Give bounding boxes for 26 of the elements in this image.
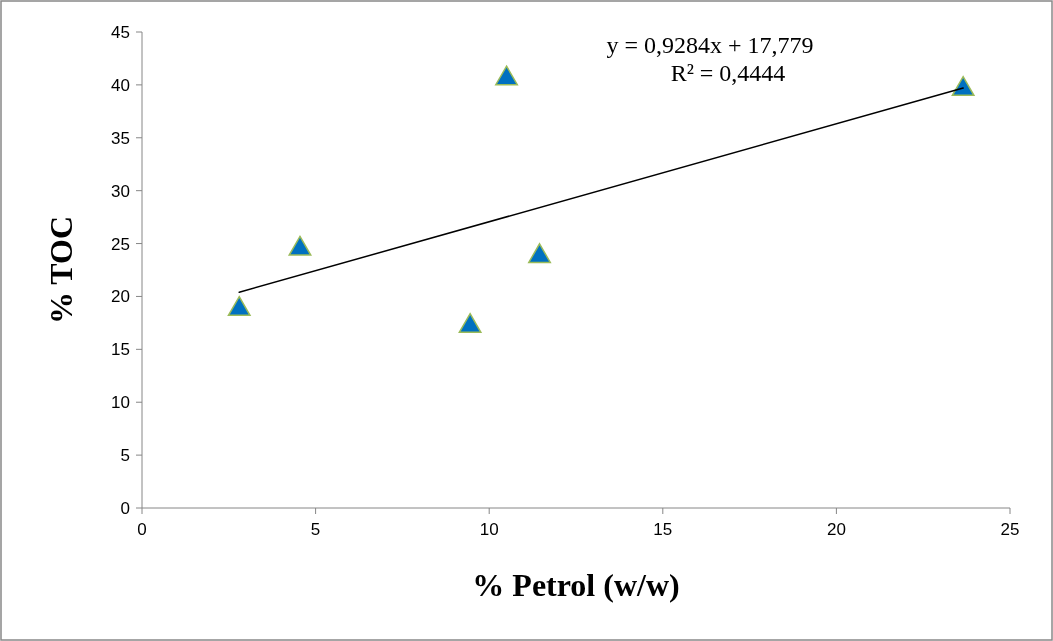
y-tick-label: 15 bbox=[111, 340, 130, 360]
y-tick-label: 30 bbox=[111, 181, 130, 201]
y-tick-label: 25 bbox=[111, 234, 130, 254]
y-tick-label: 5 bbox=[120, 446, 130, 466]
x-tick-label: 0 bbox=[137, 520, 147, 539]
annotation: y = 0,9284x + 17,779 bbox=[606, 32, 814, 58]
y-tick-label: 10 bbox=[111, 393, 130, 413]
y-tick-label: 45 bbox=[111, 22, 130, 42]
point bbox=[288, 235, 312, 256]
annotation: R² = 0,4444 bbox=[670, 60, 786, 86]
y-axis-title: % TOC bbox=[43, 215, 79, 325]
point bbox=[227, 295, 251, 317]
y-tick-label: 0 bbox=[120, 498, 130, 518]
point bbox=[495, 65, 519, 86]
x-tick-label: 10 bbox=[479, 520, 499, 539]
x-tick-label: 20 bbox=[826, 520, 846, 539]
point bbox=[951, 75, 975, 97]
x-tick-label: 5 bbox=[310, 520, 321, 539]
y-tick-label: 20 bbox=[111, 287, 130, 307]
x-tick-label: 25 bbox=[1000, 520, 1020, 539]
x-tick-label: 15 bbox=[653, 520, 673, 539]
x-axis-title: % Petrol (w/w) bbox=[472, 567, 680, 603]
y-tick-label: 35 bbox=[111, 128, 130, 148]
point bbox=[458, 312, 482, 334]
y-tick-label: 40 bbox=[111, 75, 130, 95]
point bbox=[528, 243, 552, 264]
